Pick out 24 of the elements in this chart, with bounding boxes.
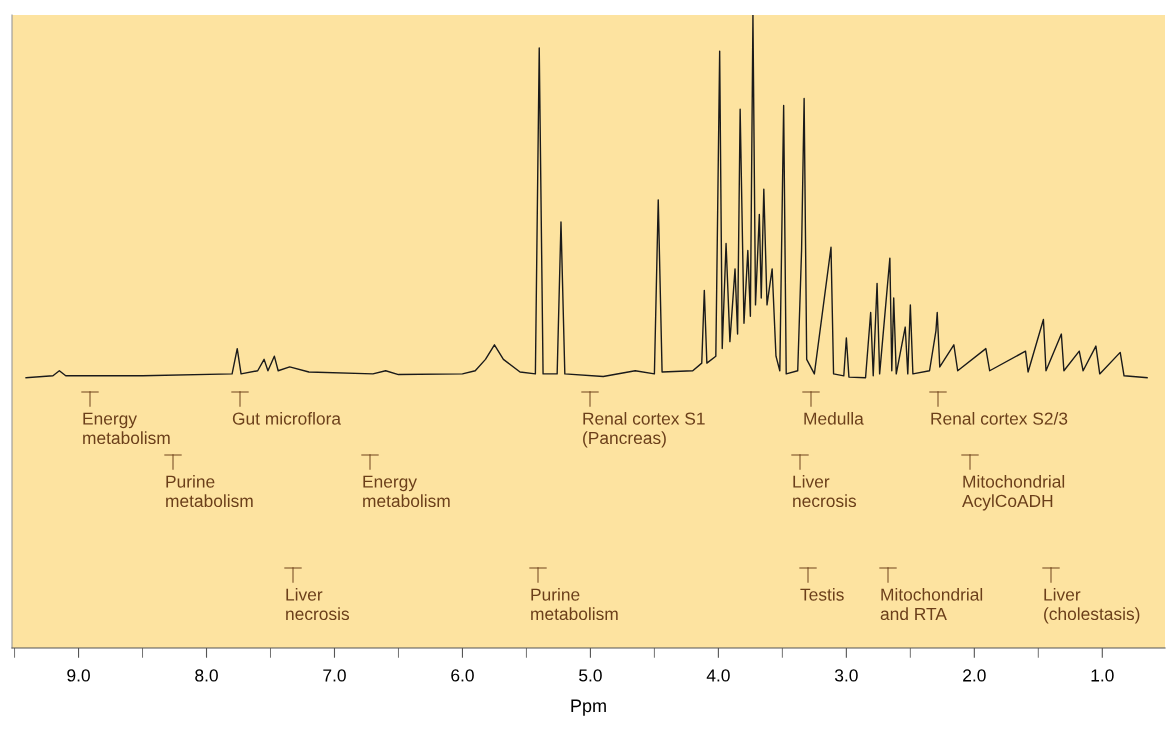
x-tick-label: 4.0 <box>706 669 730 682</box>
x-tick-label: 5.0 <box>579 669 602 682</box>
x-tick-label: 1.0 <box>1091 669 1114 682</box>
annotation: Energy metabolism <box>83 412 170 445</box>
annotation: Purine metabolism <box>166 475 253 508</box>
annotation: Testis <box>800 588 844 601</box>
annotation: Gut microflora <box>232 412 342 425</box>
x-tick-label: 3.0 <box>834 669 858 682</box>
x-axis-title: Ppm <box>571 699 606 716</box>
annotation: Purine metabolism <box>531 588 618 621</box>
x-tick-label: 6.0 <box>451 669 474 682</box>
x-tick-label: 9.0 <box>67 669 90 682</box>
x-tick-label: 2.0 <box>963 669 986 682</box>
annotation: Medulla <box>804 412 864 425</box>
annotation: Liver necrosis <box>793 475 857 508</box>
annotation: Liver necrosis <box>286 588 350 621</box>
annotation: Energy metabolism <box>363 475 450 508</box>
annotation: Renal cortex S2/3 <box>931 412 1068 425</box>
annotation: Renal cortex S1 (Pancreas) <box>583 412 705 448</box>
annotation: Liver (cholestasis) <box>1044 588 1140 624</box>
x-tick-label: 8.0 <box>195 669 218 682</box>
x-tick-label: 7.0 <box>323 669 346 682</box>
annotation: Mitochondrial and RTA <box>880 588 983 621</box>
annotation: Mitochondrial AcylCoADH <box>962 475 1065 511</box>
